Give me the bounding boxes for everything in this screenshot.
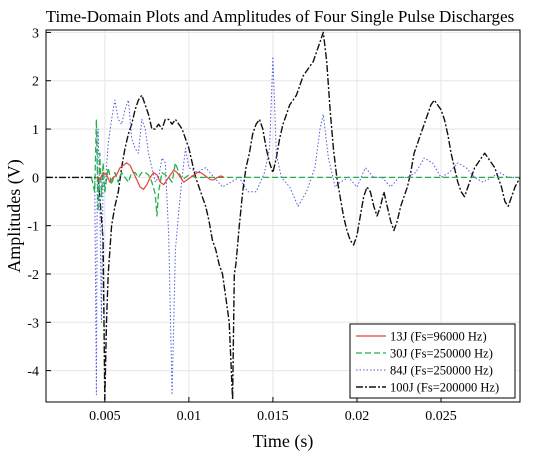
legend-label: 30J (Fs=250000 Hz) <box>390 347 493 361</box>
x-tick-label: 0.025 <box>425 409 457 424</box>
y-tick-label: 0 <box>32 171 39 186</box>
y-tick-label: -1 <box>27 220 39 235</box>
y-tick-label: 2 <box>32 75 39 90</box>
y-tick-label: -4 <box>27 365 39 380</box>
series-line-3 <box>46 31 521 401</box>
ticks: 0.005 0.01 0.015 0.02 0.025 3 2 1 0 -1 -2 -3 -4 <box>27 26 456 424</box>
legend-label: 100J (Fs=200000 Hz) <box>390 381 499 395</box>
x-tick-label: 0.01 <box>177 409 202 424</box>
x-axis-label: Time (s) <box>253 431 314 452</box>
y-tick-label: 3 <box>32 26 39 41</box>
series-line-0 <box>96 162 225 190</box>
y-axis-label: Amplitudes (V) <box>4 159 25 272</box>
x-tick-label: 0.02 <box>345 409 370 424</box>
legend-label: 84J (Fs=250000 Hz) <box>390 364 493 378</box>
y-tick-label: -2 <box>27 268 39 283</box>
series-group <box>46 31 521 401</box>
x-tick-label: 0.005 <box>89 409 121 424</box>
plot-border <box>45 29 521 403</box>
legend-label: 13J (Fs=96000 Hz) <box>390 330 487 344</box>
legend: 13J (Fs=96000 Hz) 30J (Fs=250000 Hz) 84J (… <box>349 323 516 399</box>
y-tick-label: 1 <box>32 123 39 138</box>
series-line-1 <box>90 118 520 217</box>
x-tick-label: 0.015 <box>257 409 289 424</box>
y-tick-label: -3 <box>27 316 39 331</box>
series-line-2 <box>94 56 520 396</box>
chart-title: Time-Domain Plots and Amplitudes of Four… <box>46 7 514 26</box>
